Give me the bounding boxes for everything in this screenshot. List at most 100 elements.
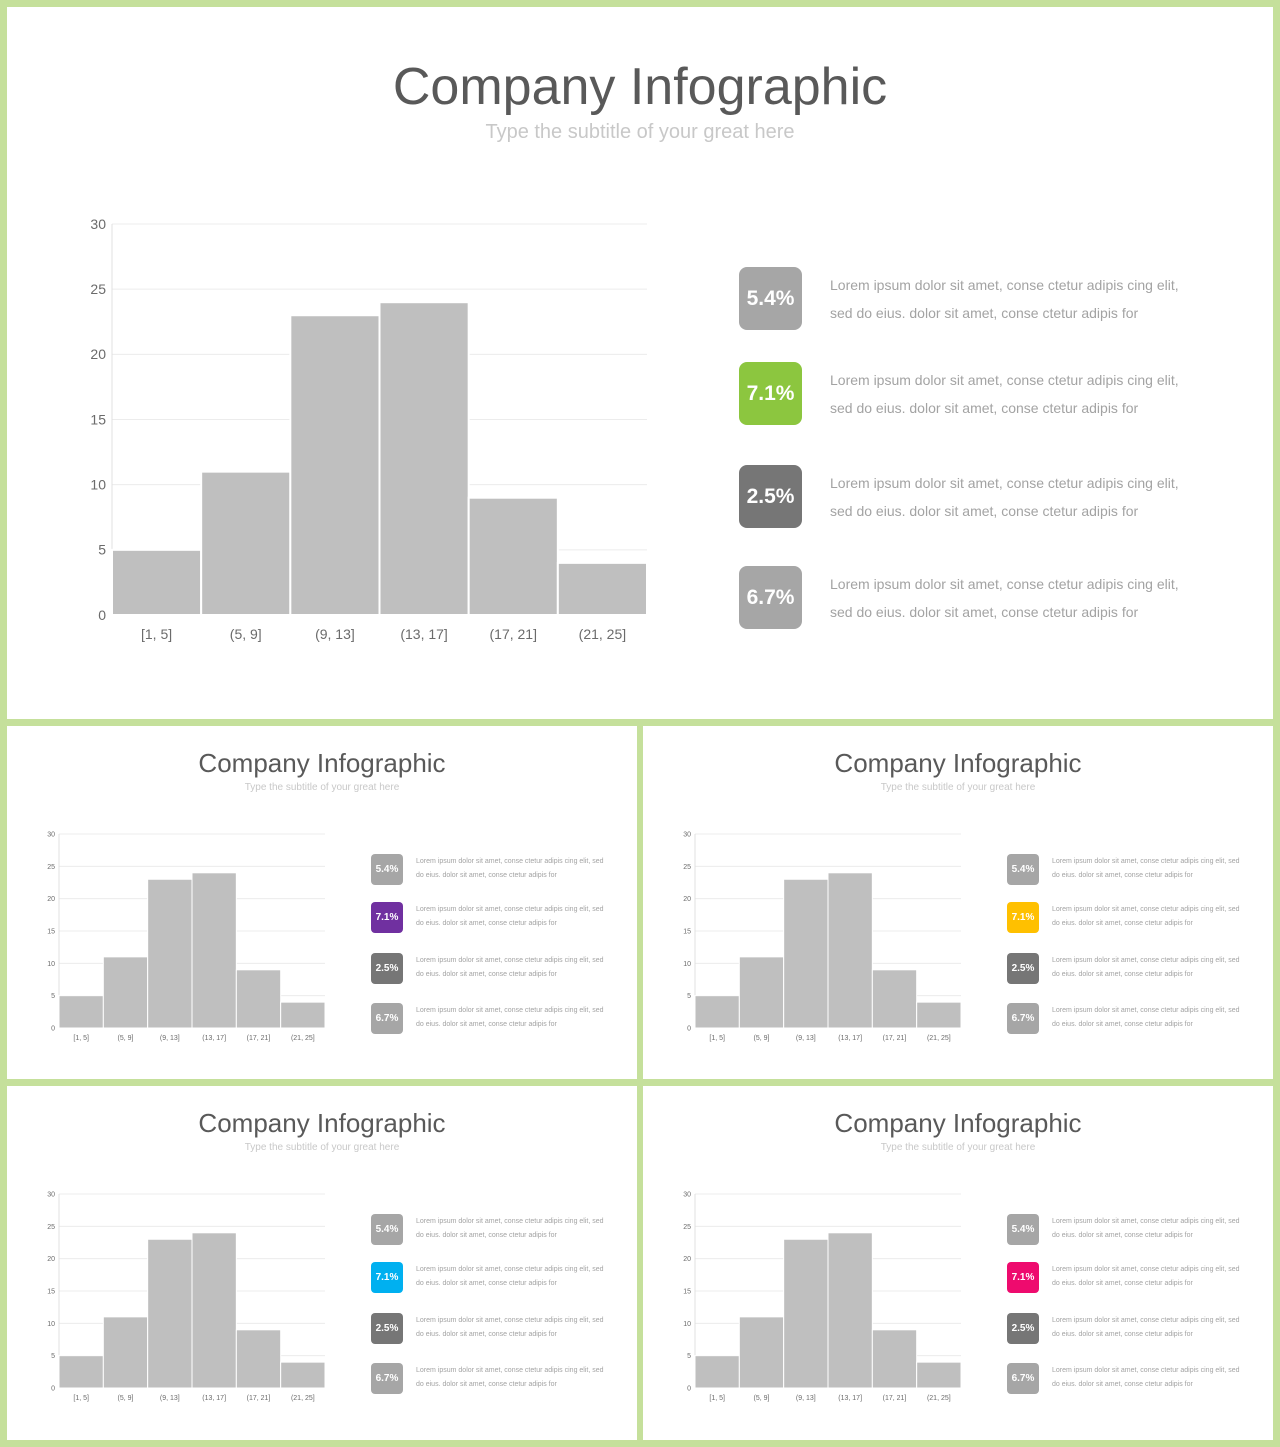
slide-subtitle: Type the subtitle of your great here xyxy=(485,121,795,143)
stat-badge: 2.5% xyxy=(739,465,802,528)
slide-subtitle: Type the subtitle of your great here xyxy=(244,1142,400,1153)
histogram-bar xyxy=(467,496,559,617)
y-tick-label: 15 xyxy=(47,1288,55,1295)
stat-badge: 6.7% xyxy=(1007,1003,1039,1034)
stat-badge: 6.7% xyxy=(739,566,802,629)
histogram-bar xyxy=(783,1238,829,1389)
stat-description: Lorem ipsum dolor sit amet, conse ctetur… xyxy=(416,957,604,978)
x-tick-label: (17, 21] xyxy=(883,1395,907,1402)
histogram-bar xyxy=(694,1355,740,1389)
y-tick-label: 5 xyxy=(687,1353,691,1360)
slide-subtitle: Type the subtitle of your great here xyxy=(880,782,1036,793)
slide-title: Company Infographic xyxy=(834,748,1082,778)
stat-description: Lorem ipsum dolor sit amet, conse ctetur… xyxy=(416,1218,604,1239)
slide-title: Company Infographic xyxy=(834,1108,1082,1138)
slide-variant-blue: Company Infographic Type the subtitle of… xyxy=(7,1086,637,1440)
x-tick-label: (9, 13] xyxy=(160,1035,180,1042)
slide-variant-pink: Company Infographic Type the subtitle of… xyxy=(643,1086,1273,1440)
y-tick-label: 20 xyxy=(47,1256,55,1263)
histogram-bar xyxy=(191,872,237,1029)
y-tick-label: 25 xyxy=(47,1224,55,1231)
y-tick-label: 15 xyxy=(683,1288,691,1295)
slide-subtitle: Type the subtitle of your great here xyxy=(244,782,400,793)
histogram-bar xyxy=(694,995,740,1029)
stat-badge: 7.1% xyxy=(739,362,802,425)
x-tick-label: (5, 9] xyxy=(118,1395,134,1402)
stat-description: Lorem ipsum dolor sit amet, conse ctetur… xyxy=(416,906,604,927)
stat-badge: 5.4% xyxy=(1007,1214,1039,1245)
histogram-chart: 0 5 10 15 20 25 30 [1, 5] (5, 9] (9, 13] (13, 17] (… xyxy=(47,831,326,1042)
stat-description: Lorem ipsum dolor sit amet, conse ctetur… xyxy=(1052,1367,1240,1388)
histogram-bar xyxy=(871,1329,918,1389)
x-tick-label: (21, 25] xyxy=(291,1035,315,1042)
x-tick-label: (17, 21] xyxy=(490,626,537,642)
stat-description: Lorem ipsum dolor sit amet, conse ctetur… xyxy=(1052,1317,1240,1338)
y-tick-label: 0 xyxy=(687,1385,691,1392)
x-tick-label: (5, 9] xyxy=(754,1035,770,1042)
stat-badge: 7.1% xyxy=(371,1262,403,1293)
y-tick-label: 25 xyxy=(47,864,55,871)
stat-badge: 2.5% xyxy=(371,953,403,984)
histogram-bar xyxy=(916,1001,962,1029)
histogram-bar xyxy=(289,314,381,616)
histogram-bar xyxy=(827,872,873,1029)
x-tick-label: (9, 13] xyxy=(160,1395,180,1402)
y-tick-label: 10 xyxy=(47,961,55,968)
stat-description: Lorem ipsum dolor sit amet, conse ctetur… xyxy=(416,1266,604,1287)
y-tick-label: 10 xyxy=(683,961,691,968)
histogram-bar xyxy=(102,1316,149,1389)
x-tick-label: [1, 5] xyxy=(73,1035,89,1042)
x-tick-label: [1, 5] xyxy=(709,1035,725,1042)
y-tick-label: 25 xyxy=(683,864,691,871)
y-tick-label: 10 xyxy=(47,1321,55,1328)
stat-description: Lorem ipsum dolor sit amet, conse ctetur… xyxy=(830,475,1179,519)
y-tick-label: 5 xyxy=(51,1353,55,1360)
histogram-chart: 0 5 10 15 20 25 30 [1, 5] (5, 9] (9, 13] (13, 17] (… xyxy=(683,831,962,1042)
y-tick-label: 0 xyxy=(98,607,106,623)
stat-badge: 2.5% xyxy=(1007,953,1039,984)
slide-variant-purple: Company Infographic Type the subtitle of… xyxy=(7,726,637,1079)
stat-description: Lorem ipsum dolor sit amet, conse ctetur… xyxy=(416,1367,604,1388)
x-tick-label: [1, 5] xyxy=(709,1395,725,1402)
x-tick-label: (13, 17] xyxy=(400,626,447,642)
y-tick-label: 5 xyxy=(687,993,691,1000)
stat-badge: 6.7% xyxy=(1007,1363,1039,1394)
stat-badge: 5.4% xyxy=(739,267,802,330)
histogram-bar xyxy=(916,1361,962,1389)
x-tick-label: (21, 25] xyxy=(927,1035,951,1042)
x-tick-label: (17, 21] xyxy=(883,1035,907,1042)
histogram-bar xyxy=(556,561,649,617)
stat-description: Lorem ipsum dolor sit amet, conse ctetur… xyxy=(1052,1218,1240,1239)
y-tick-label: 25 xyxy=(90,281,106,297)
stat-badge: 7.1% xyxy=(1007,1262,1039,1293)
x-tick-label: (17, 21] xyxy=(247,1035,271,1042)
y-tick-label: 30 xyxy=(47,831,55,838)
stat-description: Lorem ipsum dolor sit amet, conse ctetur… xyxy=(416,1007,604,1028)
stat-description: Lorem ipsum dolor sit amet, conse ctetur… xyxy=(830,576,1179,620)
histogram-bar xyxy=(871,969,918,1029)
x-tick-label: (5, 9] xyxy=(754,1395,770,1402)
stat-description: Lorem ipsum dolor sit amet, conse ctetur… xyxy=(1052,906,1240,927)
histogram-bar xyxy=(147,878,193,1029)
stat-badge: 2.5% xyxy=(1007,1313,1039,1344)
histogram-bar xyxy=(378,301,470,616)
y-tick-label: 30 xyxy=(683,831,691,838)
y-tick-label: 0 xyxy=(51,1385,55,1392)
histogram-bar xyxy=(280,1001,326,1029)
y-tick-label: 15 xyxy=(47,928,55,935)
histogram-bar xyxy=(738,956,785,1029)
stat-badge: 5.4% xyxy=(371,1214,403,1245)
stat-description: Lorem ipsum dolor sit amet, conse ctetur… xyxy=(1052,858,1240,879)
x-tick-label: [1, 5] xyxy=(141,626,172,642)
x-tick-label: (13, 17] xyxy=(838,1035,862,1042)
y-tick-label: 10 xyxy=(90,477,106,493)
x-tick-label: (21, 25] xyxy=(291,1395,315,1402)
histogram-chart: 0 5 10 15 20 25 30 [1, 5] (5, 9] (9, 13] (13, 17] (… xyxy=(90,216,649,642)
stat-description: Lorem ipsum dolor sit amet, conse ctetur… xyxy=(830,372,1179,416)
stat-badge: 5.4% xyxy=(1007,854,1039,885)
histogram-bar xyxy=(102,956,149,1029)
x-tick-label: (13, 17] xyxy=(202,1035,226,1042)
y-tick-label: 15 xyxy=(90,411,106,427)
y-tick-label: 10 xyxy=(683,1321,691,1328)
y-tick-label: 20 xyxy=(683,1256,691,1263)
